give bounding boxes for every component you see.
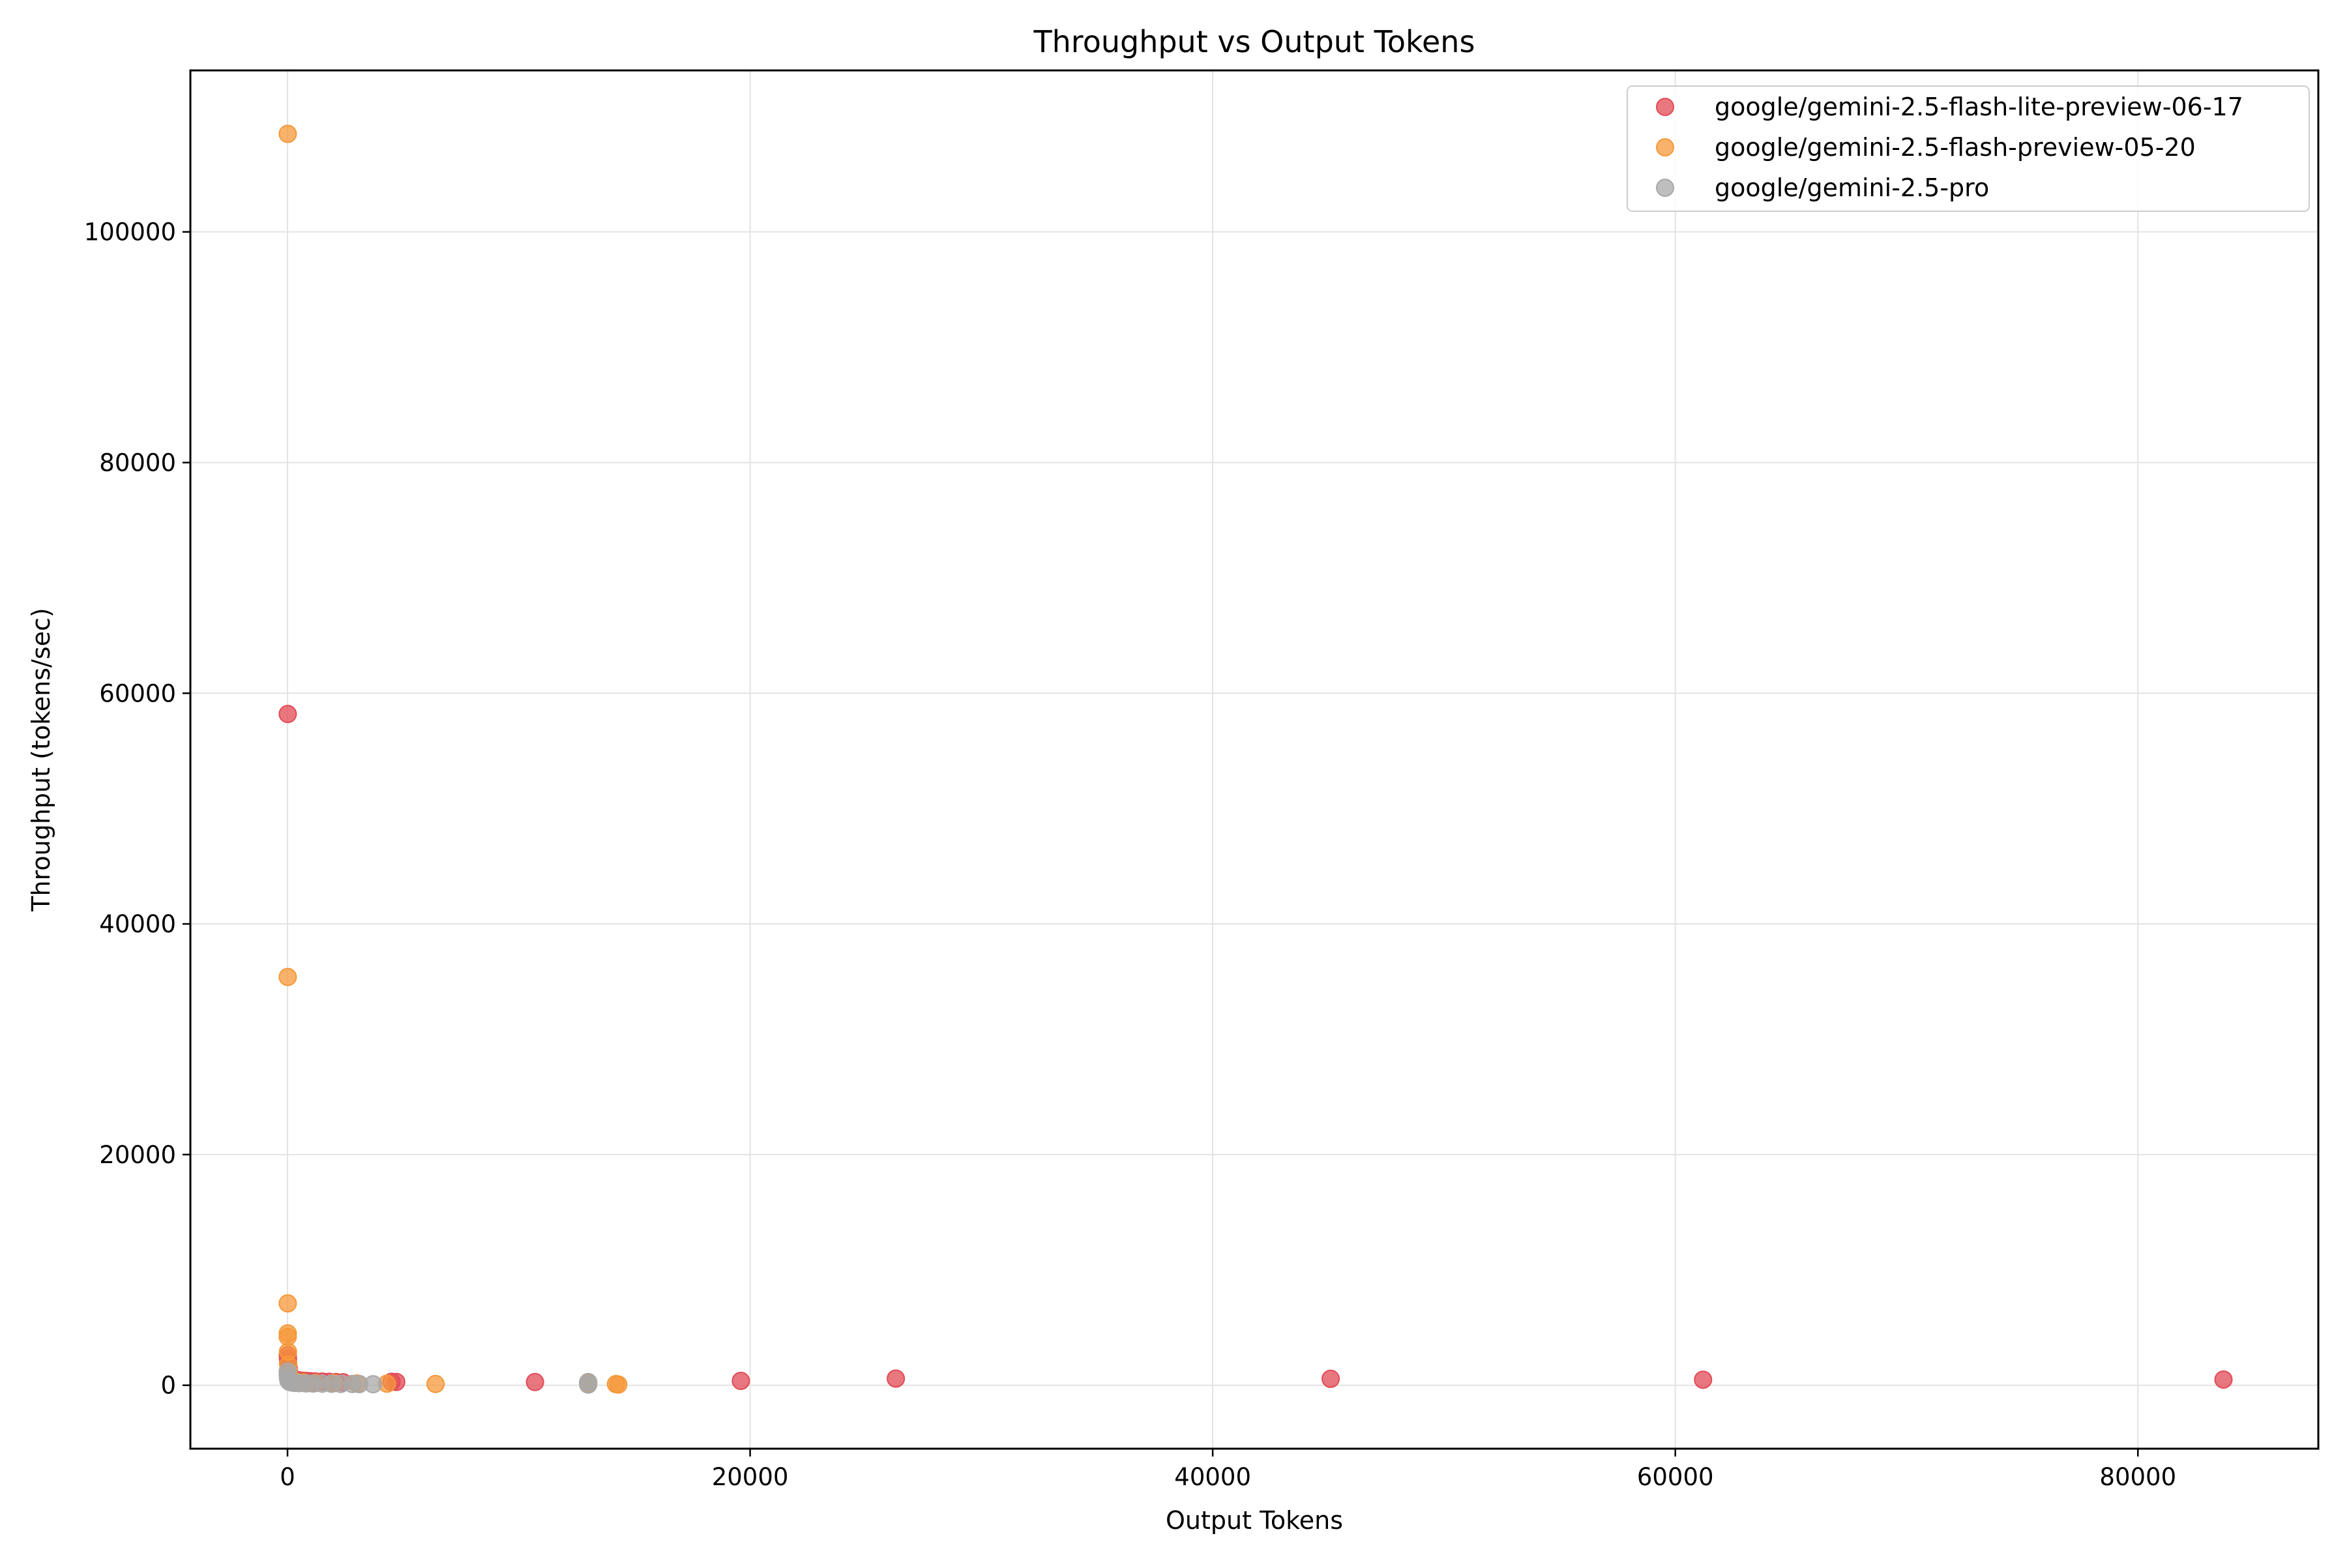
legend-box xyxy=(1627,85,2310,212)
data-point-series-2 xyxy=(609,1375,628,1394)
data-point-series-1 xyxy=(525,1372,544,1391)
data-point-series-2 xyxy=(426,1374,445,1393)
data-point-series-1 xyxy=(1694,1370,1713,1389)
data-point-series-3 xyxy=(364,1375,383,1394)
y-tick-label: 80000 xyxy=(99,449,176,477)
chart-title: Throughput vs Output Tokens xyxy=(1033,24,1475,59)
data-point-series-1 xyxy=(731,1371,750,1390)
y-tick-label: 100000 xyxy=(84,218,176,246)
data-point-series-2 xyxy=(278,125,297,143)
x-tick-label: 80000 xyxy=(2099,1463,2176,1491)
data-point-series-1 xyxy=(278,705,297,724)
y-tick-label: 60000 xyxy=(99,679,176,707)
legend-marker xyxy=(1656,98,1674,116)
data-points xyxy=(278,125,2233,1394)
legend-marker xyxy=(1656,179,1674,197)
y-tick-label: 40000 xyxy=(99,910,176,938)
plot-area-frame xyxy=(189,69,2320,1450)
data-point-series-1 xyxy=(887,1369,906,1388)
data-point-series-2 xyxy=(278,1294,297,1313)
x-tick-label: 0 xyxy=(280,1463,295,1491)
x-tick-label: 60000 xyxy=(1637,1463,1714,1491)
data-point-series-2 xyxy=(278,968,297,986)
x-tick-label: 40000 xyxy=(1174,1463,1251,1491)
x-axis-label: Output Tokens xyxy=(1166,1506,1343,1535)
data-point-series-3 xyxy=(579,1375,598,1394)
data-point-series-1 xyxy=(2214,1370,2233,1389)
data-point-series-1 xyxy=(1321,1369,1340,1388)
y-axis-label: Throughput (tokens/sec) xyxy=(27,608,55,911)
legend: google/gemini-2.5-flash-lite-preview-06-… xyxy=(1627,85,2310,212)
y-tick-label: 20000 xyxy=(99,1141,176,1169)
y-tick-label: 0 xyxy=(160,1372,176,1400)
legend-label: google/gemini-2.5-flash-lite-preview-06-… xyxy=(1715,93,2243,121)
axis-ticks: 0 20000 40000 60000 80000 0 20000 40000 60000 800… xyxy=(84,218,2176,1491)
legend-label: google/gemini-2.5-pro xyxy=(1715,173,1989,202)
legend-label: google/gemini-2.5-flash-preview-05-20 xyxy=(1715,133,2196,162)
x-tick-label: 20000 xyxy=(712,1463,789,1491)
legend-marker xyxy=(1656,138,1674,156)
grid-lines xyxy=(190,70,2318,1449)
